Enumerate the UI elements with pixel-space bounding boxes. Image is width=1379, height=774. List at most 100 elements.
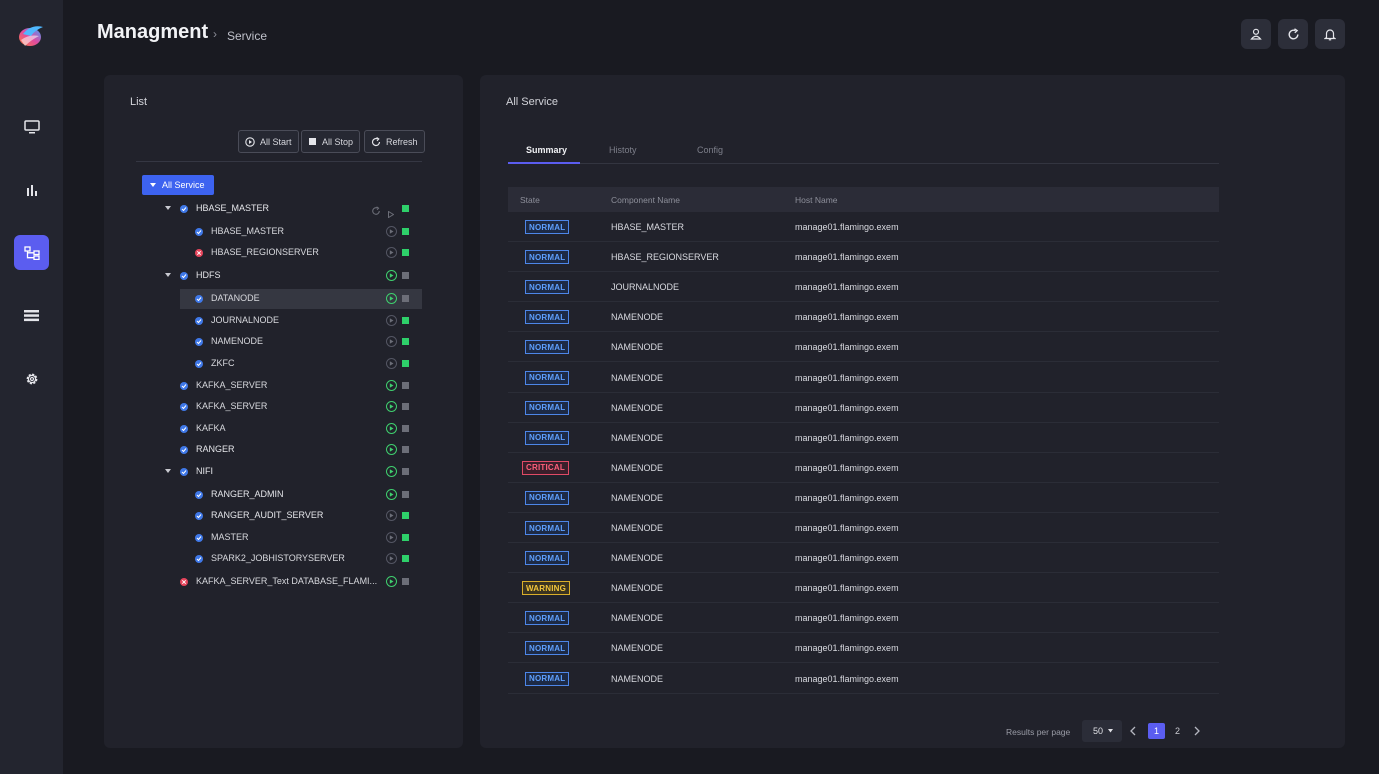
stop-icon[interactable]: [402, 382, 409, 389]
table-row[interactable]: NORMAL NAMENODE manage01.flamingo.exem: [508, 423, 1219, 453]
stop-icon[interactable]: [402, 555, 409, 562]
next-page-button[interactable]: [1191, 724, 1203, 738]
component-name-cell: HBASE_REGIONSERVER: [611, 252, 719, 263]
start-icon[interactable]: [386, 576, 397, 587]
stop-icon[interactable]: [402, 403, 409, 410]
tab-history[interactable]: Histoty: [609, 145, 637, 155]
stop-icon[interactable]: [402, 491, 409, 498]
start-icon[interactable]: [386, 423, 397, 434]
table-row[interactable]: NORMAL NAMENODE manage01.flamingo.exem: [508, 363, 1219, 393]
table-row[interactable]: NORMAL NAMENODE manage01.flamingo.exem: [508, 513, 1219, 543]
tree-row[interactable]: RANGER_AUDIT_SERVER: [136, 506, 422, 526]
start-icon[interactable]: [386, 553, 397, 564]
start-icon[interactable]: [386, 358, 397, 369]
tree-row[interactable]: KAFKA_SERVER: [136, 376, 422, 396]
table-row[interactable]: NORMAL NAMENODE manage01.flamingo.exem: [508, 332, 1219, 363]
start-icon[interactable]: [386, 510, 397, 521]
start-icon[interactable]: [386, 380, 397, 391]
stop-icon[interactable]: [402, 249, 409, 256]
start-icon[interactable]: [386, 532, 397, 543]
stop-icon[interactable]: [402, 425, 409, 432]
caret-down-icon[interactable]: [164, 467, 172, 475]
start-icon[interactable]: [386, 226, 397, 237]
tab-summary[interactable]: Summary: [526, 145, 568, 155]
tree-row[interactable]: RANGER_ADMIN: [136, 485, 422, 505]
start-icon[interactable]: [386, 315, 397, 326]
stop-icon[interactable]: [402, 360, 409, 367]
caret-down-icon[interactable]: [164, 271, 172, 279]
stop-icon[interactable]: [402, 446, 409, 453]
tree-row[interactable]: NAMENODE: [136, 332, 422, 352]
tree-row[interactable]: RANGER: [136, 440, 422, 460]
stop-icon[interactable]: [402, 272, 409, 279]
column-header-state[interactable]: State: [520, 195, 540, 205]
prev-page-button[interactable]: [1127, 724, 1139, 738]
stop-icon[interactable]: [402, 228, 409, 235]
table-row[interactable]: NORMAL NAMENODE manage01.flamingo.exem: [508, 483, 1219, 513]
all-stop-button[interactable]: All Stop: [301, 130, 361, 153]
app-logo[interactable]: [17, 22, 45, 50]
start-icon[interactable]: [386, 489, 397, 500]
nav-settings[interactable]: [14, 361, 49, 396]
tree-row[interactable]: KAFKA: [136, 419, 422, 439]
table-row[interactable]: WARNING NAMENODE manage01.flamingo.exem: [508, 573, 1219, 604]
stop-icon[interactable]: [402, 534, 409, 541]
refresh-button[interactable]: Refresh: [364, 130, 425, 153]
stop-icon[interactable]: [402, 205, 409, 212]
column-header-component[interactable]: Component Name: [611, 195, 680, 205]
table-row[interactable]: NORMAL NAMENODE manage01.flamingo.exem: [508, 302, 1219, 333]
breadcrumb[interactable]: Service: [227, 29, 268, 43]
table-row[interactable]: NORMAL NAMENODE manage01.flamingo.exem: [508, 633, 1219, 664]
table-row[interactable]: NORMAL NAMENODE manage01.flamingo.exem: [508, 603, 1219, 634]
stop-icon[interactable]: [402, 295, 409, 302]
table-row[interactable]: NORMAL HBASE_MASTER manage01.flamingo.exem: [508, 212, 1219, 242]
tree-row[interactable]: MASTER: [136, 528, 422, 548]
tree-row[interactable]: KAFKA_SERVER_Text DATABASE_FLAMI...: [136, 572, 422, 592]
tree-row[interactable]: KAFKA_SERVER: [136, 397, 422, 417]
tree-row[interactable]: JOURNALNODE: [136, 311, 422, 331]
notification-button[interactable]: [1315, 19, 1345, 49]
nav-chart[interactable]: [14, 172, 49, 207]
user-button[interactable]: [1241, 19, 1271, 49]
start-icon[interactable]: [386, 293, 397, 304]
stop-icon[interactable]: [402, 512, 409, 519]
tree-row[interactable]: HDFS: [136, 266, 422, 286]
tree-row[interactable]: DATANODE: [180, 289, 422, 309]
tree-row[interactable]: ZKFC: [136, 354, 422, 374]
refresh-icon[interactable]: [371, 203, 382, 215]
stop-icon[interactable]: [402, 578, 409, 585]
table-row[interactable]: NORMAL NAMENODE manage01.flamingo.exem: [508, 664, 1219, 694]
table-row[interactable]: NORMAL NAMENODE manage01.flamingo.exem: [508, 393, 1219, 423]
sync-button[interactable]: [1278, 19, 1308, 49]
tree-row[interactable]: SPARK2_JOBHISTORYSERVER: [136, 549, 422, 569]
stop-icon[interactable]: [402, 468, 409, 475]
tree-row[interactable]: HBASE_REGIONSERVER: [136, 243, 422, 263]
start-icon[interactable]: [386, 466, 397, 477]
tree-row[interactable]: NIFI: [136, 462, 422, 482]
page-2-button[interactable]: 2: [1174, 726, 1180, 736]
start-icon[interactable]: [386, 444, 397, 455]
tab-config[interactable]: Config: [697, 145, 724, 155]
nav-management[interactable]: [14, 235, 49, 270]
page-1-button[interactable]: 1: [1148, 723, 1165, 739]
table-row[interactable]: NORMAL NAMENODE manage01.flamingo.exem: [508, 543, 1219, 574]
all-service-node[interactable]: All Service: [142, 175, 214, 195]
start-icon[interactable]: [386, 270, 397, 281]
stop-icon[interactable]: [402, 338, 409, 345]
play-icon[interactable]: [388, 205, 395, 219]
table-row[interactable]: CRITICAL NAMENODE manage01.flamingo.exem: [508, 453, 1219, 483]
nav-list[interactable]: [14, 298, 49, 333]
start-icon[interactable]: [386, 247, 397, 258]
results-per-page-select[interactable]: 50: [1082, 720, 1122, 742]
stop-icon[interactable]: [402, 317, 409, 324]
start-icon[interactable]: [386, 336, 397, 347]
table-row[interactable]: NORMAL JOURNALNODE manage01.flamingo.exem: [508, 272, 1219, 303]
start-icon[interactable]: [386, 401, 397, 412]
table-row[interactable]: NORMAL HBASE_REGIONSERVER manage01.flaming…: [508, 242, 1219, 273]
column-header-host[interactable]: Host Name: [795, 195, 838, 205]
tree-row[interactable]: HBASE_MASTER: [136, 222, 422, 242]
tree-row[interactable]: HBASE_MASTER: [136, 199, 422, 219]
nav-monitor[interactable]: [14, 109, 49, 144]
caret-down-icon[interactable]: [164, 204, 172, 212]
all-start-button[interactable]: All Start: [238, 130, 299, 153]
